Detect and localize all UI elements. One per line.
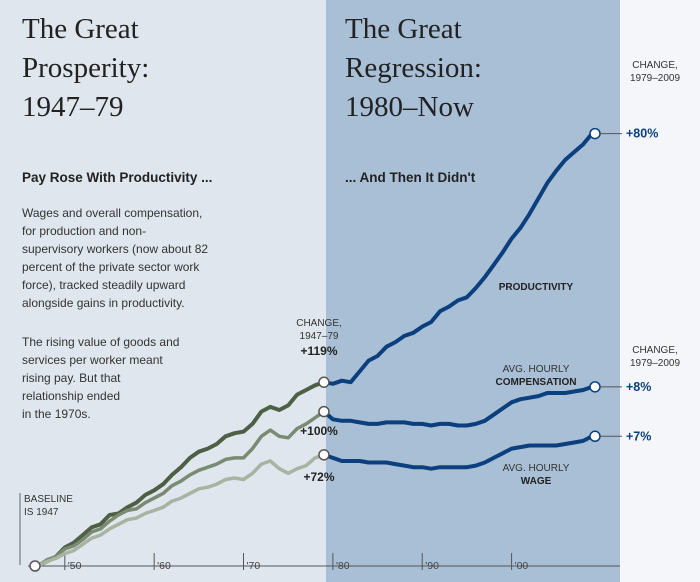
para2-line-3: rising pay. But that <box>22 371 121 385</box>
period1-change-header: CHANGE, 1947–79 <box>296 318 342 342</box>
right-title-line-3: 1980–Now <box>345 91 474 123</box>
x-axis: '50 '60 '70 '80 '90 '00 <box>28 553 620 572</box>
compensation-series-label-line-2: COMPENSATION <box>496 377 577 388</box>
right-title-line-2: Regression: <box>345 52 482 84</box>
productivity-2009-marker <box>589 127 601 140</box>
change-value-labels: +119% +100% +72% +80% +8% +7% <box>300 127 658 484</box>
left-subhead: Pay Rose With Productivity ... <box>22 170 212 185</box>
left-title-line-1: The Great <box>22 13 139 45</box>
compensation-1979-marker <box>318 405 330 418</box>
period1-change-header-line-2: 1947–79 <box>300 331 339 342</box>
x-tick-label: '90 <box>425 560 439 572</box>
wage-1979-marker <box>318 449 330 461</box>
x-tick-label: '50 <box>68 560 82 572</box>
period2-change-header-top: CHANGE, 1979–2009 <box>630 60 680 84</box>
para1-line-1: Wages and overall compensation, <box>22 206 202 220</box>
right-title-line-1: The Great <box>345 13 462 45</box>
para1-line-6: alongside gains in productivity. <box>22 296 185 310</box>
wage-2009-marker <box>589 430 601 443</box>
compensation-2009-marker <box>589 381 601 393</box>
wage-period1-change: +72% <box>303 470 334 484</box>
para1-line-4: percent of the private sector work <box>22 260 200 274</box>
productivity-period2-change: +80% <box>626 127 658 141</box>
body-paragraph-1: Wages and overall compensation, for prod… <box>22 206 208 310</box>
wage-line-1947-79 <box>37 453 325 568</box>
compensation-line-1947-79 <box>36 410 325 568</box>
period2-mid-header-line-1: CHANGE, <box>632 345 678 356</box>
para1-line-3: supervisory workers (now about 82 <box>22 242 208 256</box>
baseline-label-line-1: BASELINE <box>24 494 73 505</box>
x-tick-label: '70 <box>247 560 261 572</box>
compensation-line-1980-now <box>322 385 593 428</box>
productivity-line-1947-79 <box>37 380 325 568</box>
right-subhead: ... And Then It Didn't <box>345 170 476 185</box>
baseline-1947-marker <box>29 560 41 572</box>
wage-line-1980-now <box>323 434 593 471</box>
baseline-label-line-2: IS 1947 <box>24 507 59 518</box>
productivity-series-label: PRODUCTIVITY <box>499 282 574 293</box>
x-tick-label: '00 <box>515 560 529 572</box>
left-title-line-2: Prosperity: <box>22 52 149 84</box>
period2-top-header-line-1: CHANGE, <box>632 60 678 71</box>
right-title: The Great Regression: 1980–Now <box>345 13 482 123</box>
x-tick-label: '60 <box>157 560 171 572</box>
series-lines <box>29 127 601 572</box>
para1-line-5: force), tracked steadily upward <box>22 278 185 292</box>
wage-period2-change: +7% <box>626 429 651 443</box>
left-title-line-3: 1947–79 <box>22 91 124 123</box>
x-tick-label: '80 <box>336 560 350 572</box>
compensation-period2-change: +8% <box>626 380 651 394</box>
para1-line-2: for production and non- <box>22 224 146 238</box>
para2-line-5: in the 1970s. <box>22 407 91 421</box>
productivity-1979-marker <box>318 376 330 388</box>
period2-change-header-mid: CHANGE, 1979–2009 <box>630 345 680 369</box>
left-title: The Great Prosperity: 1947–79 <box>22 13 149 123</box>
wage-series-label-line-2: WAGE <box>521 476 552 487</box>
period2-top-header-line-2: 1979–2009 <box>630 73 680 84</box>
compensation-series-label-line-1: AVG. HOURLY <box>503 364 570 375</box>
body-paragraph-2: The rising value of goods and services p… <box>22 335 179 421</box>
para2-line-1: The rising value of goods and <box>22 335 179 349</box>
compensation-period1-change: +100% <box>300 424 338 438</box>
para2-line-2: services per worker meant <box>22 353 163 367</box>
para2-line-4: relationship ended <box>22 389 120 403</box>
wage-series-label-line-1: AVG. HOURLY <box>503 463 570 474</box>
period2-mid-header-line-2: 1979–2009 <box>630 358 680 369</box>
productivity-line-1980-now <box>323 132 594 386</box>
productivity-period1-change: +119% <box>300 344 337 358</box>
period1-change-header-line-1: CHANGE, <box>296 318 342 329</box>
